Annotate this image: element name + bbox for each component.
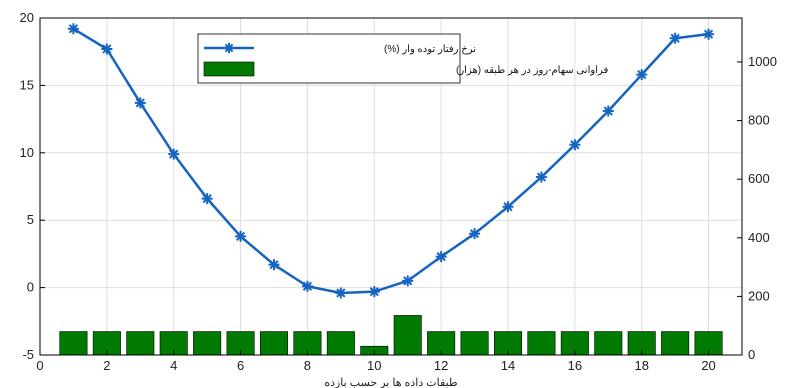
line-path bbox=[72, 27, 709, 295]
y-right-tick-label: 800 bbox=[748, 113, 770, 128]
x-tick-label: 2 bbox=[103, 358, 110, 373]
line-point-marker bbox=[535, 171, 547, 183]
bar bbox=[59, 331, 88, 356]
y-left-tick-label: 20 bbox=[20, 10, 34, 25]
x-tick-label: 12 bbox=[434, 358, 448, 373]
x-tick-label: 20 bbox=[701, 358, 715, 373]
line-point-marker bbox=[201, 193, 213, 205]
bar bbox=[393, 315, 422, 356]
y-right-tick-label: 200 bbox=[748, 288, 770, 303]
x-tick-label: 0 bbox=[36, 358, 43, 373]
line-point-marker bbox=[335, 287, 347, 299]
y-right-tick-label: 600 bbox=[748, 171, 770, 186]
x-tick-label: 10 bbox=[367, 358, 381, 373]
x-tick-label: 16 bbox=[568, 358, 582, 373]
line-point-marker bbox=[636, 69, 648, 81]
bar-series bbox=[59, 315, 723, 356]
bar bbox=[126, 331, 155, 356]
line-point-marker bbox=[435, 251, 447, 263]
bar bbox=[594, 331, 623, 356]
line-point-marker bbox=[402, 275, 414, 287]
line-point-marker bbox=[669, 32, 681, 44]
x-axis-ticks: 0 2 4 6 8 10 12 14 16 18 20 bbox=[36, 350, 716, 373]
legend: نرخ رفتار توده وار (%) فراوانی سهام-روز … bbox=[197, 33, 608, 84]
line-point-marker bbox=[368, 286, 380, 298]
y-left-tick-label: 0 bbox=[27, 280, 34, 295]
x-tick-label: 18 bbox=[634, 358, 648, 373]
line-point-marker bbox=[268, 259, 280, 271]
line-point-marker bbox=[235, 230, 247, 242]
y-right-tick-label: 0 bbox=[748, 347, 755, 362]
bar bbox=[460, 331, 489, 356]
line-point-marker bbox=[569, 139, 581, 151]
x-axis-label: طبقات داده ها بر حسب بازده bbox=[324, 377, 458, 388]
line-point-marker bbox=[101, 43, 113, 55]
line-point-marker bbox=[168, 148, 180, 160]
legend-bar-label: فراوانی سهام-روز در هر طبقه (هزار) bbox=[456, 65, 608, 76]
legend-line-marker bbox=[224, 43, 234, 53]
bar bbox=[661, 331, 690, 356]
y-left-tick-label: 15 bbox=[20, 77, 34, 92]
legend-line-label: نرخ رفتار توده وار (%) bbox=[384, 44, 476, 55]
bar bbox=[326, 331, 355, 356]
y-left-tick-label: 10 bbox=[20, 145, 34, 160]
line-point-marker bbox=[469, 228, 481, 240]
line-point-marker bbox=[134, 97, 146, 109]
x-tick-label: 6 bbox=[237, 358, 244, 373]
plot-frame bbox=[39, 17, 743, 356]
x-tick-label: 14 bbox=[501, 358, 515, 373]
y-left-tick-label: -5 bbox=[22, 347, 34, 362]
line-point-marker bbox=[703, 28, 715, 40]
y-right-tick-label: 1000 bbox=[748, 54, 777, 69]
line-series bbox=[67, 23, 715, 299]
y-right-axis-ticks: 0 200 400 600 800 1000 bbox=[737, 54, 777, 362]
line-point-marker bbox=[502, 201, 514, 213]
y-right-tick-label: 400 bbox=[748, 230, 770, 245]
x-tick-label: 8 bbox=[304, 358, 311, 373]
x-tick-label: 4 bbox=[170, 358, 177, 373]
y-left-axis-ticks: -5 0 5 10 15 20 bbox=[20, 10, 45, 362]
line-point-marker bbox=[301, 280, 313, 292]
line-point-marker bbox=[67, 23, 79, 35]
bar bbox=[527, 331, 556, 356]
y-left-tick-label: 5 bbox=[27, 212, 34, 227]
bar bbox=[259, 331, 289, 356]
legend-bar-swatch bbox=[203, 61, 255, 77]
line-point-marker bbox=[602, 105, 614, 117]
bar bbox=[193, 331, 222, 356]
